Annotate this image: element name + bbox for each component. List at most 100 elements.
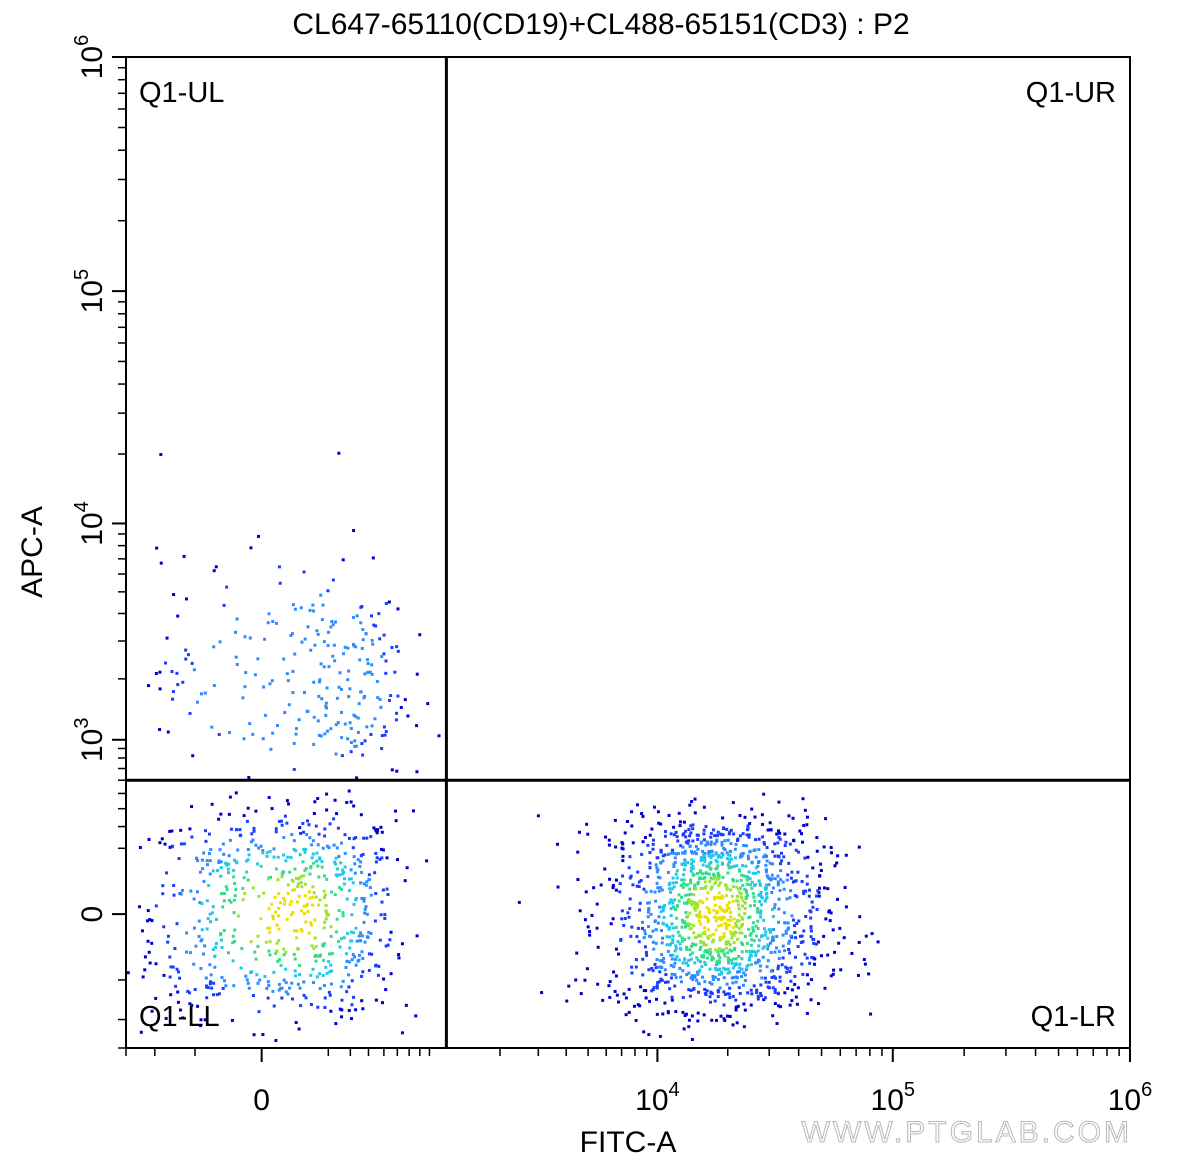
event-dot xyxy=(754,924,758,928)
event-dot xyxy=(204,976,208,980)
event-dot xyxy=(818,886,822,890)
event-dot xyxy=(746,991,750,995)
event-dot xyxy=(669,942,673,946)
event-dot xyxy=(334,752,338,756)
event-dot xyxy=(679,844,683,848)
event-dot xyxy=(785,970,789,974)
event-dot xyxy=(382,652,386,656)
event-dot xyxy=(168,955,172,959)
event-dot xyxy=(658,959,662,963)
event-dot xyxy=(171,697,175,701)
event-dot xyxy=(621,859,625,863)
event-dot xyxy=(731,879,735,883)
event-dot xyxy=(749,1003,753,1007)
event-dot xyxy=(716,910,720,914)
event-dot xyxy=(716,871,720,875)
event-dot xyxy=(675,903,679,907)
event-dot xyxy=(365,725,369,729)
event-dot xyxy=(176,990,180,994)
event-dot xyxy=(680,878,684,882)
event-dot xyxy=(354,963,358,967)
event-dot xyxy=(327,630,331,634)
event-dot xyxy=(694,852,698,856)
event-dot xyxy=(267,612,271,616)
event-dot xyxy=(690,1014,694,1018)
event-dot xyxy=(717,947,721,951)
event-dot xyxy=(807,894,811,898)
event-dot xyxy=(752,939,756,943)
event-dot xyxy=(274,621,278,625)
event-dot xyxy=(828,919,832,923)
event-dot xyxy=(369,931,373,935)
event-dot xyxy=(750,861,754,865)
event-dot xyxy=(280,875,284,879)
event-dot xyxy=(175,922,179,926)
event-dot xyxy=(322,984,326,988)
event-dot xyxy=(740,950,744,954)
event-dot xyxy=(685,973,689,977)
event-dot xyxy=(184,597,188,601)
event-dot xyxy=(677,958,681,962)
event-dot xyxy=(688,887,692,891)
event-dot xyxy=(172,883,176,887)
event-dot xyxy=(227,862,231,866)
event-dot xyxy=(839,968,843,972)
event-dot xyxy=(793,955,797,959)
event-dot xyxy=(222,899,226,903)
event-dot xyxy=(802,824,806,828)
event-dot xyxy=(655,866,659,870)
event-dot xyxy=(297,1027,301,1031)
event-dot xyxy=(583,918,587,922)
event-dot xyxy=(642,1030,646,1034)
event-dot xyxy=(307,890,311,894)
event-dot xyxy=(734,962,738,966)
event-dot xyxy=(173,947,177,951)
event-dot xyxy=(669,851,673,855)
event-dot xyxy=(729,828,733,832)
event-dot xyxy=(397,953,401,957)
event-dot xyxy=(656,921,660,925)
event-dot xyxy=(234,630,238,634)
event-dot xyxy=(176,1000,180,1004)
event-dot xyxy=(783,949,787,953)
event-dot xyxy=(626,911,630,915)
event-dot xyxy=(536,814,540,818)
event-dot xyxy=(384,988,388,992)
event-dot xyxy=(366,670,370,674)
event-dot xyxy=(754,954,758,958)
event-dot xyxy=(295,900,299,904)
event-dot xyxy=(327,990,331,994)
event-dot xyxy=(373,717,377,721)
event-dot xyxy=(395,769,399,773)
event-dot xyxy=(229,827,233,831)
event-dot xyxy=(274,867,278,871)
event-dot xyxy=(672,862,676,866)
event-dot xyxy=(250,970,254,974)
event-dot xyxy=(713,975,717,979)
event-dot xyxy=(665,924,669,928)
event-dot xyxy=(618,882,622,886)
event-dot xyxy=(776,880,780,884)
event-dot xyxy=(211,869,215,873)
event-dot xyxy=(728,1015,732,1019)
event-dot xyxy=(732,941,736,945)
event-dot xyxy=(349,726,353,730)
event-dot xyxy=(717,953,721,957)
event-dot xyxy=(675,876,679,880)
event-dot xyxy=(651,969,655,973)
event-dot xyxy=(755,988,759,992)
event-dot xyxy=(341,558,345,562)
event-dot xyxy=(273,910,277,914)
event-dot xyxy=(720,894,724,898)
event-dot xyxy=(364,632,368,636)
event-dot xyxy=(354,1008,358,1012)
event-dot xyxy=(268,849,272,853)
event-dot xyxy=(364,905,368,909)
event-dot xyxy=(732,917,736,921)
event-dot xyxy=(634,1018,638,1022)
event-dot xyxy=(722,1003,726,1007)
event-dot xyxy=(766,936,770,940)
event-dot xyxy=(771,986,775,990)
event-dot xyxy=(699,922,703,926)
event-dot xyxy=(684,922,688,926)
